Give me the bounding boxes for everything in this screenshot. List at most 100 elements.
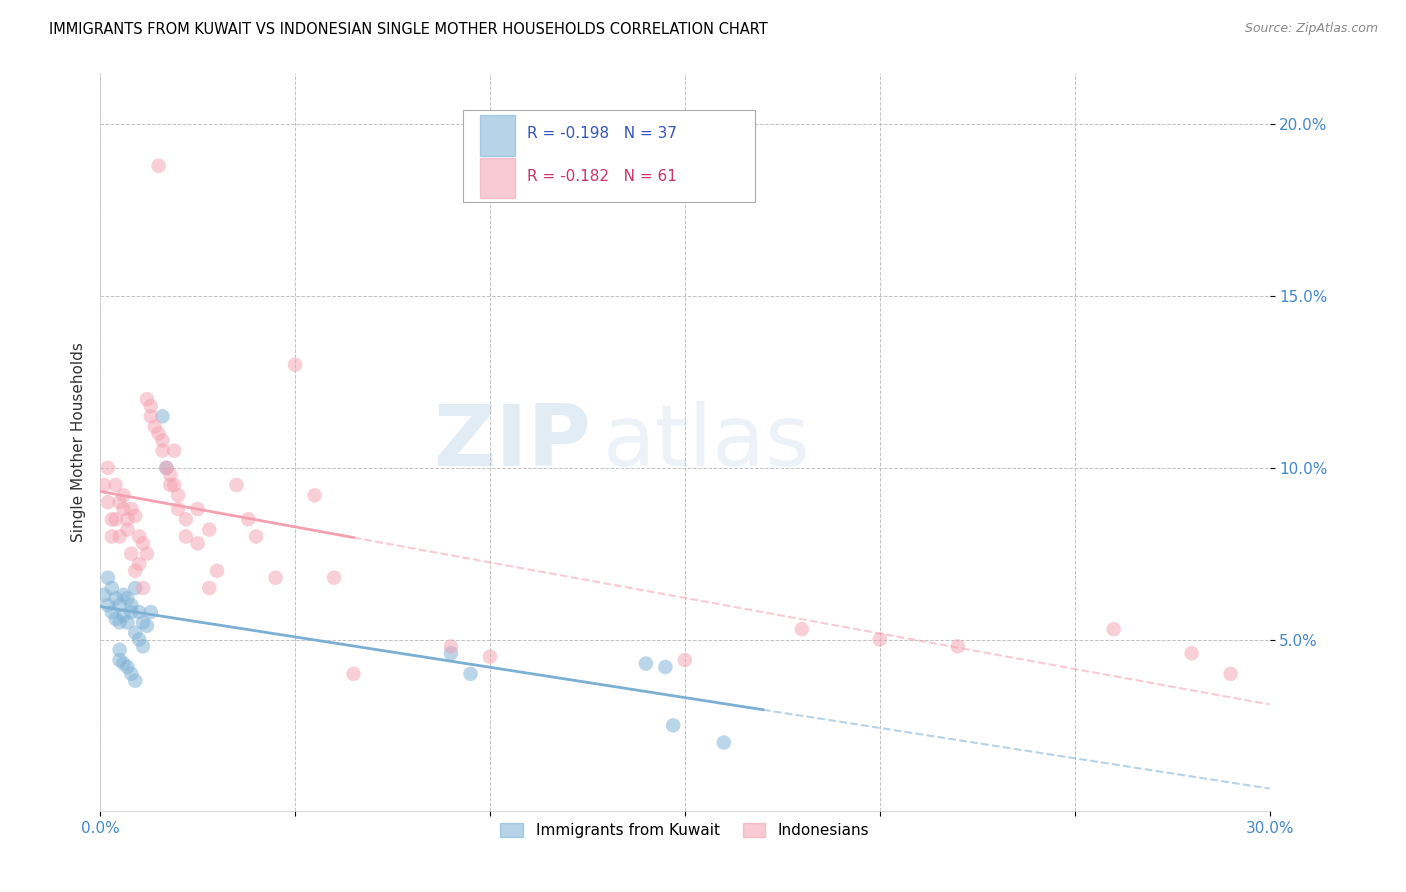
Point (117, 591, 139, 606)
Text: R = -0.198   N = 37: R = -0.198 N = 37 (527, 126, 678, 141)
Point (323, 571, 346, 585)
Point (440, 646, 463, 660)
Point (117, 512, 139, 526)
Point (120, 547, 142, 561)
Point (790, 622, 813, 636)
Point (225, 478, 247, 492)
Point (128, 557, 150, 571)
Point (112, 657, 135, 671)
Point (108, 598, 131, 612)
Point (120, 598, 142, 612)
Bar (481, 158, 516, 198)
Text: IMMIGRANTS FROM KUWAIT VS INDONESIAN SINGLE MOTHER HOUSEHOLDS CORRELATION CHART: IMMIGRANTS FROM KUWAIT VS INDONESIAN SIN… (49, 22, 768, 37)
Point (304, 488, 326, 502)
Point (264, 571, 287, 585)
Text: ZIP: ZIP (433, 401, 592, 483)
Point (124, 508, 146, 523)
Point (101, 512, 124, 526)
Point (654, 660, 676, 674)
Point (238, 512, 260, 526)
Point (159, 478, 181, 492)
Point (946, 640, 969, 654)
Point (135, 547, 157, 561)
Point (440, 640, 463, 654)
Point (104, 612, 127, 626)
Point (132, 615, 155, 630)
Point (159, 467, 181, 482)
Point (101, 581, 124, 595)
Point (1181, 646, 1204, 660)
Point (101, 529, 124, 543)
Point (152, 434, 174, 448)
Point (112, 488, 135, 502)
Point (124, 625, 146, 640)
Point (634, 657, 657, 671)
Point (112, 588, 135, 602)
Point (167, 488, 190, 502)
Point (124, 673, 146, 688)
Point (97, 495, 120, 509)
Point (128, 529, 150, 543)
Point (152, 409, 174, 424)
Point (112, 502, 135, 516)
Point (120, 605, 142, 619)
Point (205, 564, 228, 578)
Point (108, 495, 131, 509)
Point (187, 502, 209, 516)
Point (108, 615, 131, 630)
Point (187, 536, 209, 550)
Point (148, 159, 170, 173)
Point (284, 358, 307, 372)
Point (97, 571, 120, 585)
Point (117, 660, 139, 674)
Point (93, 478, 115, 492)
Point (713, 735, 735, 749)
Point (112, 608, 135, 623)
Point (97, 460, 120, 475)
Point (155, 460, 177, 475)
Point (108, 529, 131, 543)
Point (124, 581, 146, 595)
Point (198, 581, 221, 595)
Point (117, 523, 139, 537)
Point (143, 419, 166, 434)
Point (460, 666, 482, 681)
Legend: Immigrants from Kuwait, Indonesians: Immigrants from Kuwait, Indonesians (495, 817, 876, 844)
Y-axis label: Single Mother Households: Single Mother Households (72, 343, 86, 542)
Point (104, 512, 127, 526)
Bar (481, 115, 516, 156)
Point (245, 529, 267, 543)
Point (108, 653, 131, 667)
Point (124, 564, 146, 578)
Point (198, 523, 221, 537)
Point (128, 605, 150, 619)
Point (132, 581, 155, 595)
Point (1102, 622, 1125, 636)
Point (869, 632, 891, 647)
Point (128, 632, 150, 647)
Point (163, 443, 186, 458)
Point (167, 502, 190, 516)
Point (97, 598, 120, 612)
Point (104, 478, 127, 492)
Point (132, 536, 155, 550)
Point (139, 409, 162, 424)
Point (155, 460, 177, 475)
Point (139, 605, 162, 619)
Text: R = -0.182   N = 61: R = -0.182 N = 61 (527, 169, 676, 184)
Point (104, 591, 127, 606)
Point (152, 443, 174, 458)
Point (148, 426, 170, 441)
Text: Source: ZipAtlas.com: Source: ZipAtlas.com (1244, 22, 1378, 36)
Point (135, 619, 157, 633)
Point (662, 718, 685, 732)
Point (120, 502, 142, 516)
Point (478, 649, 501, 664)
Point (101, 605, 124, 619)
Point (174, 512, 197, 526)
Text: atlas: atlas (603, 401, 811, 483)
Point (1219, 666, 1241, 681)
Point (673, 653, 696, 667)
FancyBboxPatch shape (463, 110, 755, 202)
Point (108, 642, 131, 657)
